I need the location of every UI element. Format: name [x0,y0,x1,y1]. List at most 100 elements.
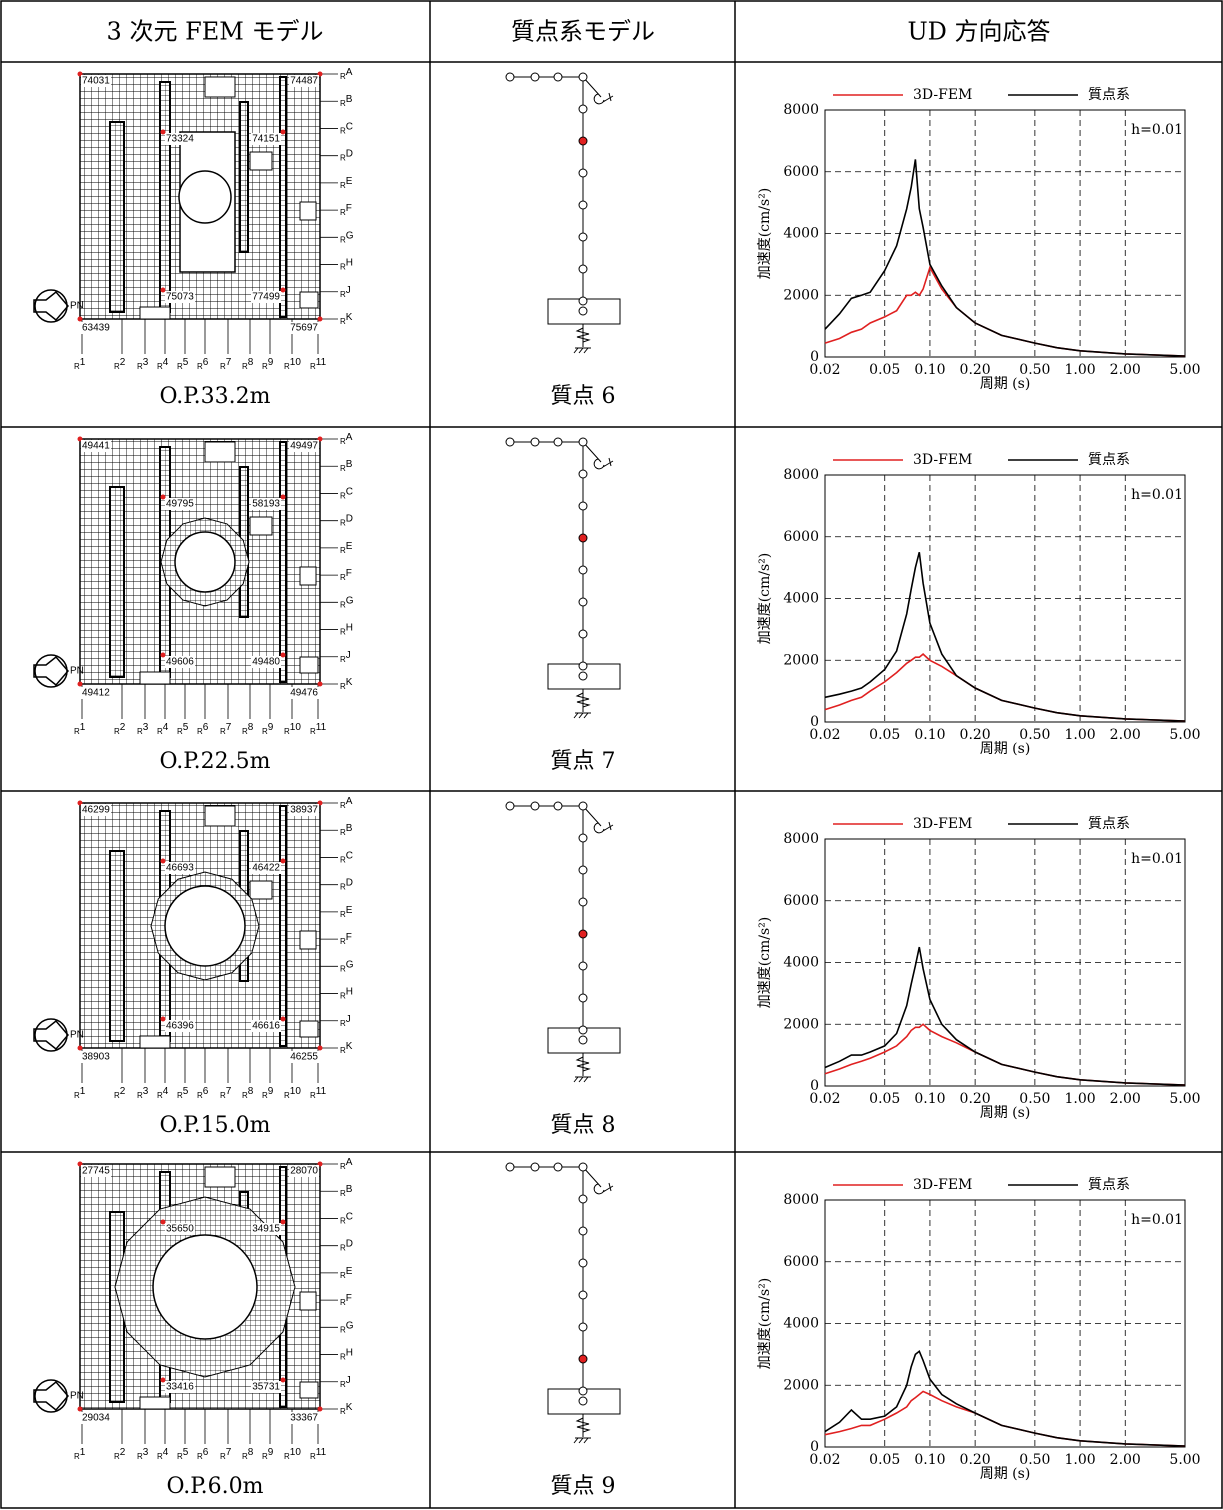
annotation: h=0.01 [1131,487,1183,503]
mass-node [553,72,563,82]
node-label-bg [251,1223,281,1235]
x-tick-label: 1.00 [1064,1091,1095,1107]
grid-prefix: R [114,1091,120,1100]
mass-node [578,897,588,907]
y-tick-label: 4000 [783,1316,819,1332]
node-label-bg [81,687,111,699]
grid-row-label: RF [340,568,352,582]
x-axis-label: 周期 (s) [980,1466,1031,1482]
x-tick-label: 0.20 [960,727,991,743]
node-label-bg [165,656,195,668]
direction-label: PN [70,301,84,312]
grid-prefix: R [340,964,346,973]
mass-node [578,865,588,875]
grid-prefix: R [197,727,203,736]
grid-row-name: G [346,595,354,606]
grid-row-name: H [346,257,353,268]
grid-prefix: R [284,727,290,736]
grid-prefix: R [137,1452,143,1461]
grid-row-label: RB [340,459,353,473]
grid-prefix: R [340,1298,346,1307]
mass-point-label: 質点 6 [551,384,616,409]
fem-opening [249,880,273,900]
grid-prefix: R [157,1452,163,1461]
grid-row-label: RG [340,959,354,973]
grid-prefix: R [340,573,346,582]
y-tick-label: 2000 [783,1377,819,1393]
fem-node [77,1406,83,1412]
grid-column-name: 5 [183,722,189,733]
grid-row-label: RA [340,67,353,81]
y-axis-label: 加速度(cm/s²) [757,188,773,280]
grid-row-name: G [346,1320,354,1331]
grid-prefix: R [310,362,316,371]
grid-prefix: R [262,362,268,371]
x-axis-label: 周期 (s) [980,376,1031,392]
grid-column-label: R2 [114,357,126,371]
grid-prefix: R [74,362,80,371]
grid-prefix: R [177,1452,183,1461]
grid-prefix: R [157,362,163,371]
grid-row-name: B [346,1184,353,1195]
node-label: 46396 [166,1021,194,1032]
grid-prefix: R [340,317,346,326]
node-label: 49497 [290,441,318,452]
grid-prefix: R [74,727,80,736]
grid-column-name: 10 [290,1086,302,1097]
node-label-bg [165,498,195,510]
node-label-bg [81,1412,111,1424]
fem-opening [249,151,273,171]
grid-row-label: RF [340,203,352,217]
node-label-bg [81,804,111,816]
grid-row-label: RF [340,932,352,946]
fem-wall [109,121,125,313]
ground-spring [573,692,591,719]
grid-row-name: F [346,568,352,579]
node-label: 49412 [82,688,110,699]
x-tick-label: 0.10 [914,1452,945,1468]
node-label-bg [251,862,281,874]
fem-node [280,1377,286,1383]
mass-node [578,168,588,178]
mass-node [530,72,540,82]
grid-row-label: RJ [340,1013,351,1027]
grid-prefix: R [340,290,346,299]
grid-row-name: J [346,1013,351,1024]
node-label: 28070 [290,1166,318,1177]
mass-node [578,104,588,114]
grid-prefix: R [340,546,346,555]
grid-prefix: R [157,727,163,736]
fem-node [77,681,83,687]
fem-node [317,1045,323,1051]
grid-row-name: H [346,986,353,997]
node-label-bg [251,133,281,145]
fem-opening [139,1396,171,1410]
node-label-bg [165,1020,195,1032]
node-label-bg [251,1020,281,1032]
fem-node [77,1045,83,1051]
grid-prefix: R [340,263,346,272]
grid-row-name: D [346,148,353,159]
node-label: 77499 [252,292,280,303]
fem-opening [299,291,319,309]
grid-prefix: R [340,600,346,609]
node-label-bg [289,804,319,816]
y-tick-label: 4000 [783,591,819,607]
grid-column-name: 2 [120,357,126,368]
grid-prefix: R [114,727,120,736]
mass-node [578,629,588,639]
fem-node [160,1219,166,1225]
fem-node [280,287,286,293]
grid-prefix: R [197,362,203,371]
fem-node [160,494,166,500]
fem-vessel [178,170,232,224]
grid-row-name: A [346,432,353,443]
grid-column-label: R9 [262,1447,274,1461]
grid-prefix: R [310,1091,316,1100]
grid-column-label: R6 [197,357,209,371]
mass-node [578,801,588,811]
fem-opening [299,930,317,950]
mass-node [553,1162,563,1172]
grid-prefix: R [340,682,346,691]
mass-point-label: 質点 9 [551,1474,616,1499]
